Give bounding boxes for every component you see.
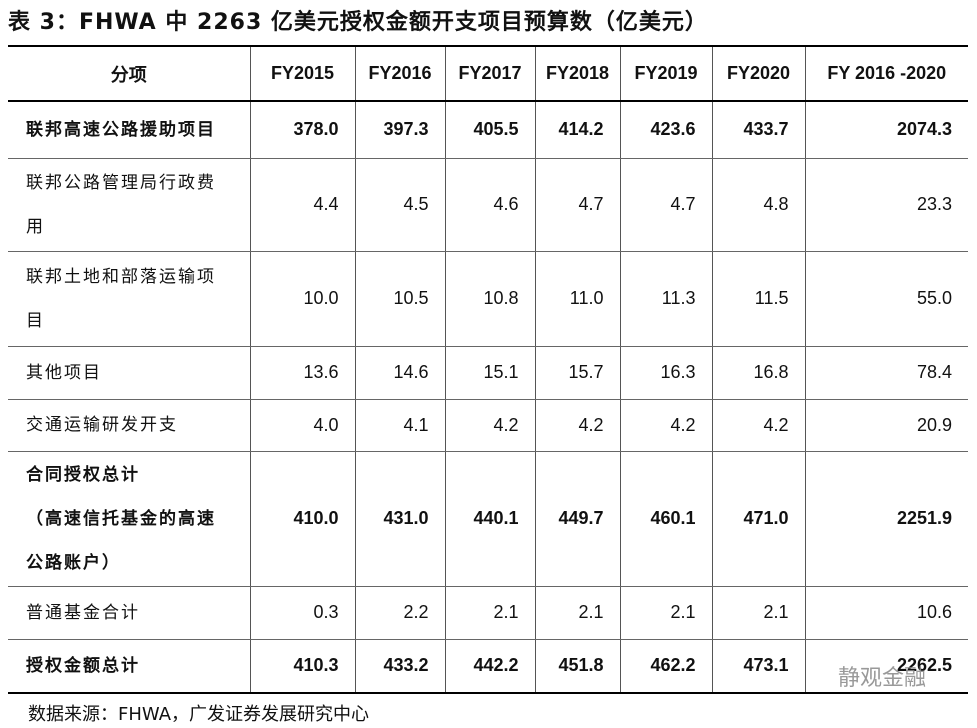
value-cell: 4.0 bbox=[249, 398, 356, 452]
value-cell: 440.1 bbox=[444, 450, 536, 587]
value-cell: 15.7 bbox=[534, 345, 621, 400]
value-cell: 2074.3 bbox=[804, 100, 968, 159]
value-cell: 4.2 bbox=[534, 398, 621, 452]
table-row: 联邦高速公路援助项目 378.0 397.3 405.5 414.2 423.6 433.7… bbox=[8, 100, 968, 159]
header-cell: FY2020 bbox=[711, 45, 806, 102]
value-cell: 4.4 bbox=[249, 157, 356, 252]
value-cell: 405.5 bbox=[444, 100, 536, 159]
table-row: 联邦土地和部落运输项目 10.0 10.5 10.8 11.0 11.3 11.5 55.0 bbox=[8, 250, 968, 347]
value-cell: 460.1 bbox=[619, 450, 713, 587]
header-cell: FY2019 bbox=[619, 45, 713, 102]
value-cell: 4.5 bbox=[354, 157, 446, 252]
value-cell: 2251.9 bbox=[804, 450, 968, 587]
value-cell: 16.8 bbox=[711, 345, 806, 400]
value-cell: 11.3 bbox=[619, 250, 713, 347]
value-cell: 410.3 bbox=[249, 638, 356, 694]
row-label-line: 授权金额总计 bbox=[26, 655, 140, 676]
value-cell: 433.7 bbox=[711, 100, 806, 159]
row-label-line: 其他项目 bbox=[26, 362, 102, 383]
row-label-line: 联邦高速公路援助项目 bbox=[26, 119, 216, 140]
table-row: 普通基金合计 0.3 2.2 2.1 2.1 2.1 2.1 10.6 bbox=[8, 585, 968, 640]
row-label-cell: 其他项目 bbox=[8, 345, 251, 400]
value-cell: 4.2 bbox=[619, 398, 713, 452]
row-label-cell: 合同授权总计 （高速信托基金的高速 公路账户） bbox=[8, 450, 251, 587]
row-label-cell: 普通基金合计 bbox=[8, 585, 251, 640]
row-label-line: 交通运输研发开支 bbox=[26, 415, 178, 435]
row-label-line: 联邦公路管理局行政费 bbox=[26, 172, 216, 193]
value-cell: 442.2 bbox=[444, 638, 536, 694]
value-cell: 10.0 bbox=[249, 250, 356, 347]
row-label-cell: 联邦土地和部落运输项目 bbox=[8, 250, 251, 347]
header-cell: FY 2016 -2020 bbox=[804, 45, 968, 102]
row-label-line: 普通基金合计 bbox=[26, 602, 140, 623]
value-cell: 2.1 bbox=[444, 585, 536, 640]
value-cell: 462.2 bbox=[619, 638, 713, 694]
value-cell: 2.2 bbox=[354, 585, 446, 640]
value-cell: 2262.5 bbox=[804, 638, 968, 694]
value-cell: 4.6 bbox=[444, 157, 536, 252]
value-cell: 4.1 bbox=[354, 398, 446, 452]
value-cell: 55.0 bbox=[804, 250, 968, 347]
table-row: 授权金额总计 410.3 433.2 442.2 451.8 462.2 473.1 2262… bbox=[8, 638, 968, 694]
header-cell: 分项 bbox=[8, 45, 251, 102]
value-cell: 423.6 bbox=[619, 100, 713, 159]
value-cell: 2.1 bbox=[619, 585, 713, 640]
row-label-cell: 联邦公路管理局行政费用 bbox=[8, 157, 251, 252]
header-cell: FY2018 bbox=[534, 45, 621, 102]
value-cell: 471.0 bbox=[711, 450, 806, 587]
table-row: 其他项目 13.6 14.6 15.1 15.7 16.3 16.8 78.4 bbox=[8, 345, 968, 400]
value-cell: 10.8 bbox=[444, 250, 536, 347]
value-cell: 4.2 bbox=[444, 398, 536, 452]
value-cell: 23.3 bbox=[804, 157, 968, 252]
value-cell: 378.0 bbox=[249, 100, 356, 159]
budget-table: 分项 FY2015 FY2016 FY2017 FY2018 FY2019 FY2020 FY… bbox=[8, 45, 968, 694]
value-cell: 410.0 bbox=[249, 450, 356, 587]
row-label-line: 合同授权总计 bbox=[26, 464, 140, 485]
source-note: 数据来源：FHWA，广发证券发展研究中心 bbox=[28, 704, 370, 725]
watermark: 静观金融 bbox=[838, 666, 927, 691]
value-cell: 2.1 bbox=[534, 585, 621, 640]
value-cell: 78.4 bbox=[804, 345, 968, 400]
table-row: 交通运输研发开支 4.0 4.1 4.2 4.2 4.2 4.2 20.9 bbox=[8, 398, 968, 452]
table-row: 联邦公路管理局行政费用 4.4 4.5 4.6 4.7 4.7 4.8 23.3 bbox=[8, 157, 968, 252]
row-label-cell: 联邦高速公路援助项目 bbox=[8, 100, 251, 159]
header-cell: FY2016 bbox=[354, 45, 446, 102]
row-label-line: 目 bbox=[26, 310, 45, 331]
value-cell: 11.0 bbox=[534, 250, 621, 347]
value-cell: 15.1 bbox=[444, 345, 536, 400]
value-cell: 397.3 bbox=[354, 100, 446, 159]
row-label-line: 联邦土地和部落运输项 bbox=[26, 266, 216, 287]
row-label-cell: 交通运输研发开支 bbox=[8, 398, 251, 452]
value-cell: 13.6 bbox=[249, 345, 356, 400]
table-row: 合同授权总计 （高速信托基金的高速 公路账户） 410.0 431.0 440.1 449.… bbox=[8, 450, 968, 587]
value-cell: 14.6 bbox=[354, 345, 446, 400]
row-label-line: （高速信托基金的高速 bbox=[26, 508, 216, 529]
value-cell: 414.2 bbox=[534, 100, 621, 159]
value-cell: 4.7 bbox=[534, 157, 621, 252]
value-cell: 433.2 bbox=[354, 638, 446, 694]
row-label-cell: 授权金额总计 bbox=[8, 638, 251, 694]
row-label-line: 用 bbox=[26, 216, 45, 237]
value-cell: 0.3 bbox=[249, 585, 356, 640]
header-row: 分项 FY2015 FY2016 FY2017 FY2018 FY2019 FY2020 FY… bbox=[8, 45, 968, 102]
value-cell: 2.1 bbox=[711, 585, 806, 640]
value-cell: 449.7 bbox=[534, 450, 621, 587]
value-cell: 4.2 bbox=[711, 398, 806, 452]
table-title: 表 3：FHWA 中 2263 亿美元授权金额开支项目预算数（亿美元） bbox=[8, 10, 708, 35]
value-cell: 16.3 bbox=[619, 345, 713, 400]
value-cell: 10.6 bbox=[804, 585, 968, 640]
value-cell: 473.1 bbox=[711, 638, 806, 694]
value-cell: 431.0 bbox=[354, 450, 446, 587]
value-cell: 20.9 bbox=[804, 398, 968, 452]
value-cell: 4.8 bbox=[711, 157, 806, 252]
value-cell: 4.7 bbox=[619, 157, 713, 252]
header-cell: FY2017 bbox=[444, 45, 536, 102]
value-cell: 451.8 bbox=[534, 638, 621, 694]
header-cell: FY2015 bbox=[249, 45, 356, 102]
value-cell: 10.5 bbox=[354, 250, 446, 347]
value-cell: 11.5 bbox=[711, 250, 806, 347]
row-label-line: 公路账户） bbox=[26, 552, 121, 573]
